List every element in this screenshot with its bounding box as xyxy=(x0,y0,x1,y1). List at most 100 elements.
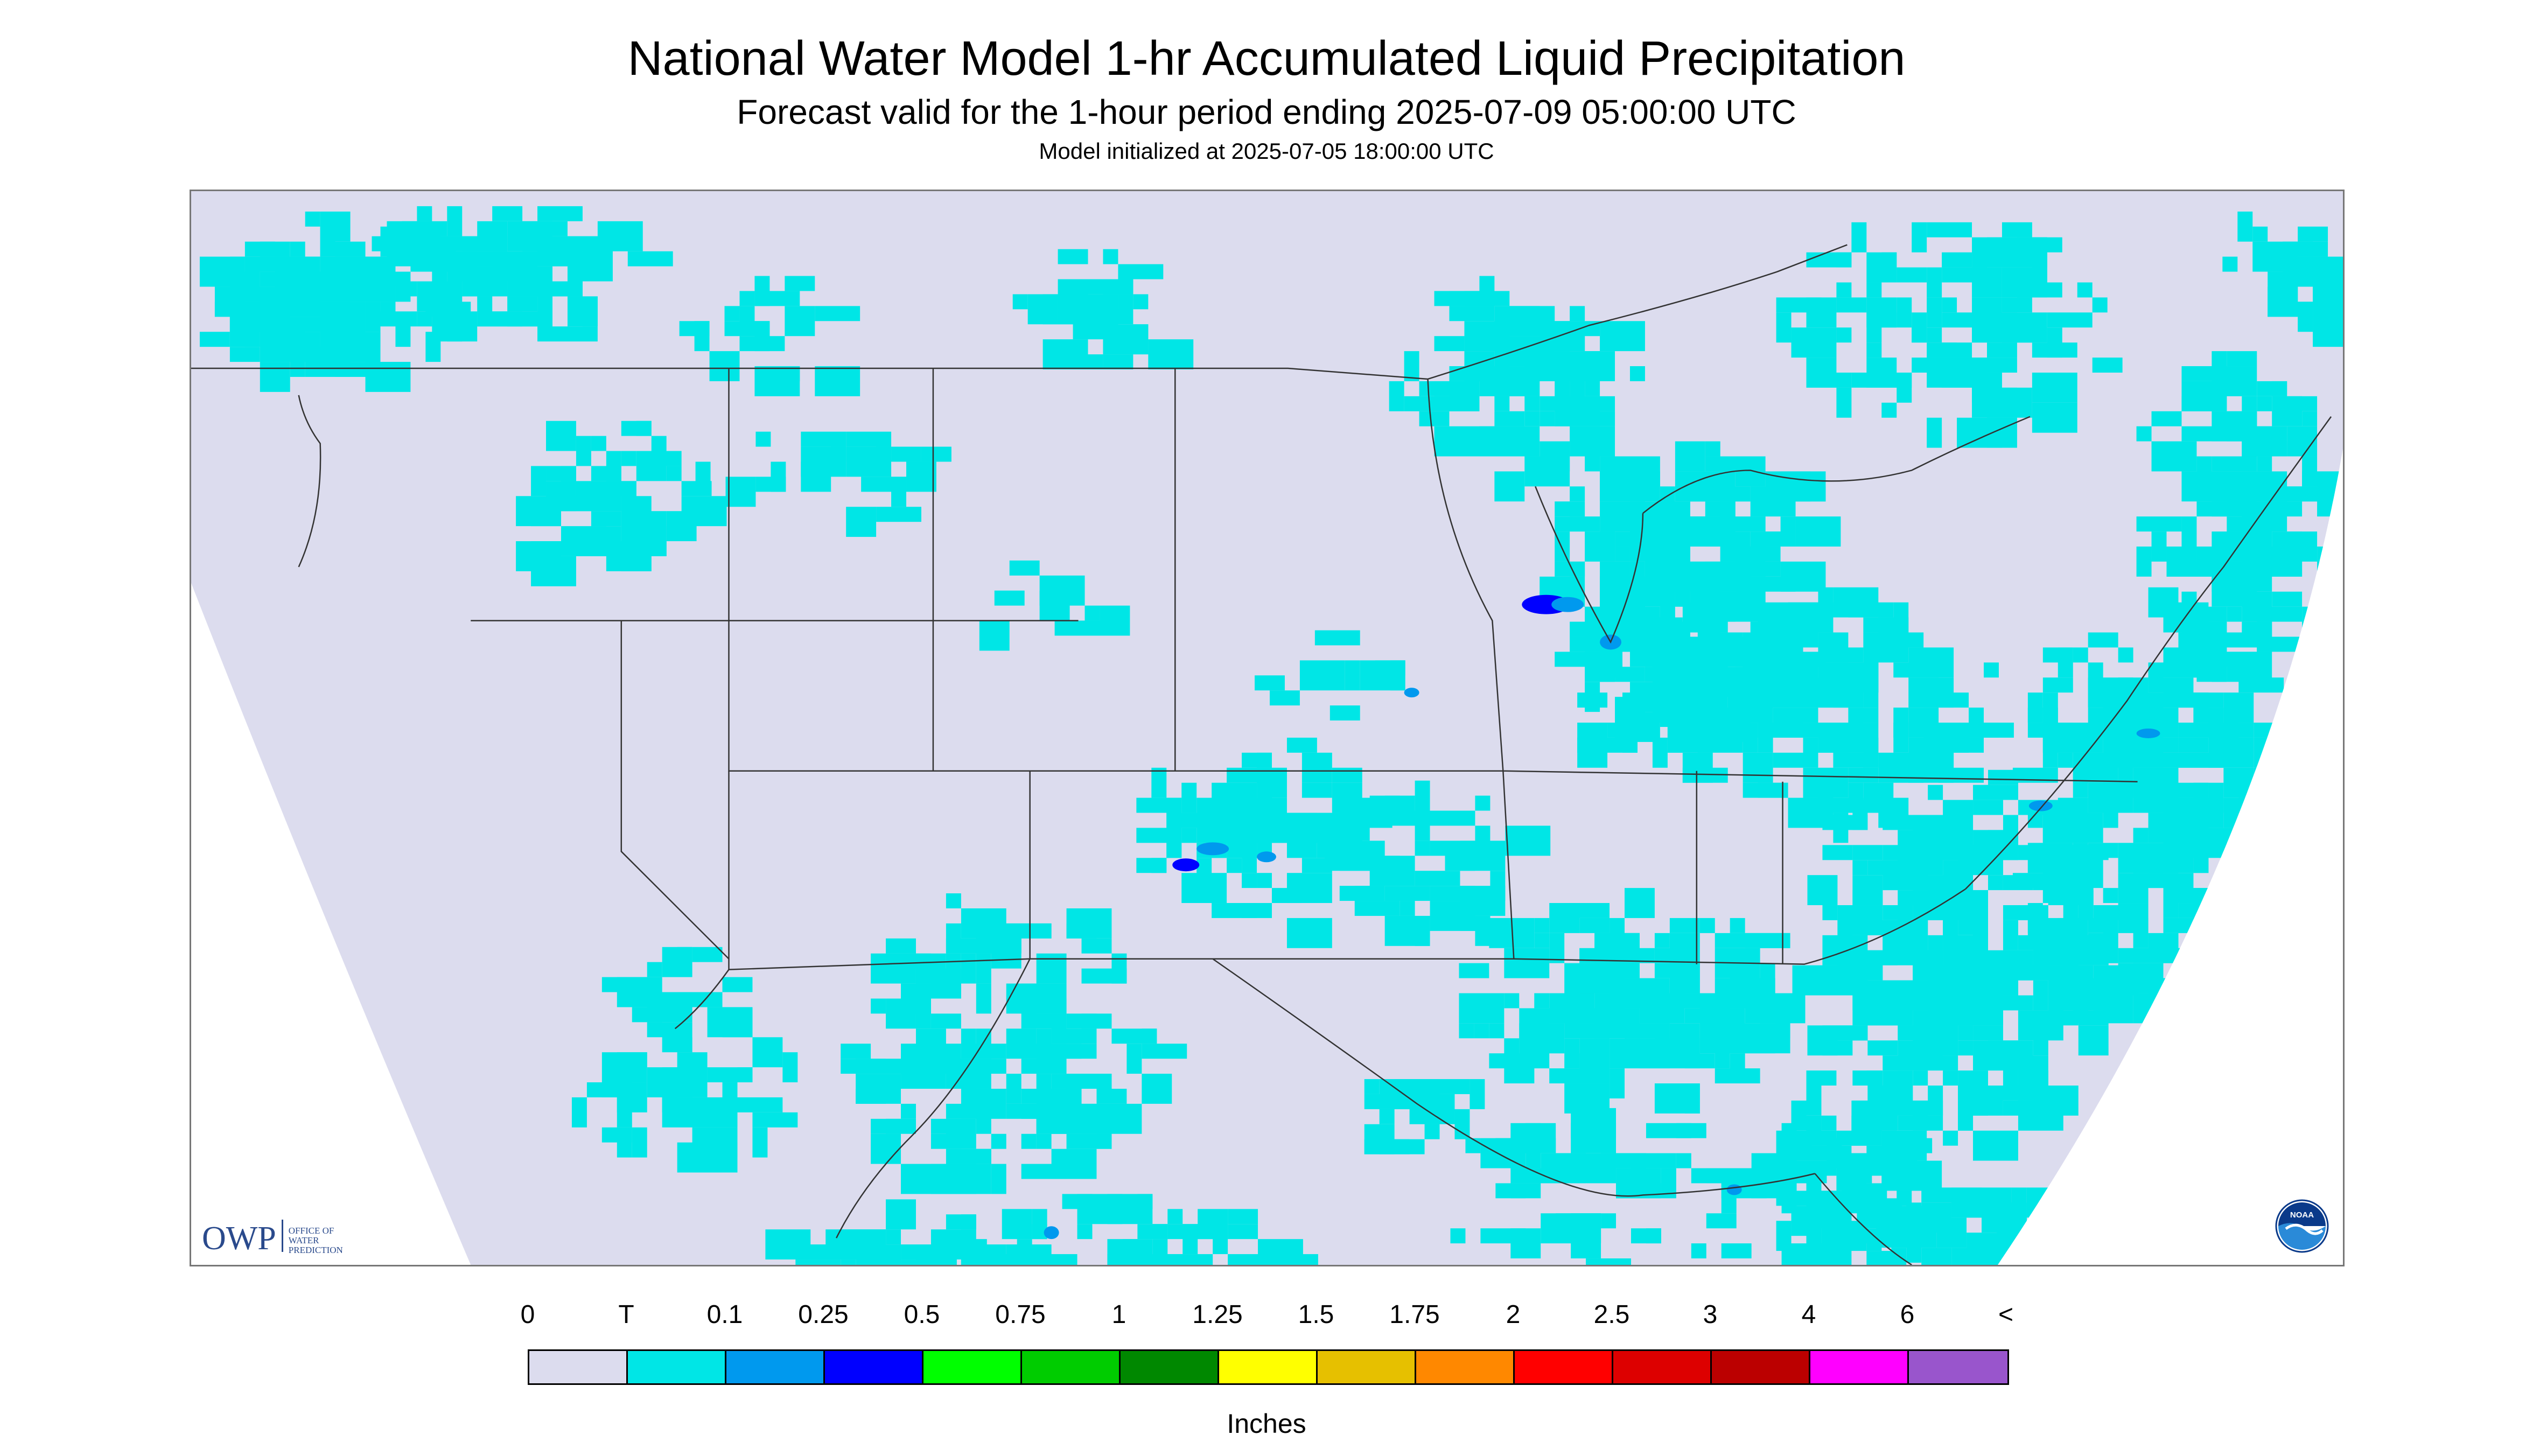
precip-cell xyxy=(1314,630,1360,646)
precip-cell xyxy=(1257,767,1287,798)
precip-cell xyxy=(1645,471,1660,502)
precip-cell xyxy=(1610,978,1625,993)
precip-cell xyxy=(1881,402,1897,418)
precip-cell xyxy=(1021,923,1052,939)
precip-cell xyxy=(2227,606,2242,622)
precip-cell xyxy=(1715,1038,1730,1069)
precip-cell xyxy=(1549,933,1565,963)
precip-cell xyxy=(1036,1133,1052,1149)
precip-cell xyxy=(1866,1251,1897,1265)
precip-cell xyxy=(1066,1044,1097,1059)
precip-cell xyxy=(722,1007,753,1038)
precip-cell xyxy=(2011,1233,2057,1263)
precip-cell xyxy=(906,461,936,492)
precip-cell xyxy=(1419,411,1450,426)
precip-cell xyxy=(2042,737,2058,768)
precip-cell xyxy=(1142,1028,1157,1044)
precip-cell xyxy=(1866,312,1882,343)
precip-cell xyxy=(1534,993,1550,1009)
precip-cell xyxy=(1750,516,1766,532)
precip-cell xyxy=(1540,411,1555,426)
map-title: National Water Model 1-hr Accumulated Li… xyxy=(627,32,1906,86)
precip-cell xyxy=(1002,1209,1032,1240)
precip-cell xyxy=(1152,1224,1168,1240)
precip-cell xyxy=(1897,1191,1912,1206)
precip-cell xyxy=(2003,950,2018,965)
precip-cell xyxy=(1228,1224,1258,1240)
precip-cell xyxy=(1100,605,1130,636)
precip-cell xyxy=(1118,264,1164,279)
precip-cell xyxy=(571,1097,587,1128)
precip-cell xyxy=(1600,486,1645,502)
precip-cell xyxy=(2056,1248,2087,1263)
precip-cell xyxy=(2222,256,2238,272)
precip-cell xyxy=(1780,516,1796,547)
legend-labels: 0 T 0.1 0.25 0.5 0.75 1 1.25 1.5 1.75 2 … xyxy=(0,1302,2533,1340)
precip-cell xyxy=(976,1149,991,1164)
legend-label: 0.5 xyxy=(904,1300,940,1329)
precip-cell xyxy=(1652,737,1668,768)
precip-cell xyxy=(946,1118,976,1149)
precip-cell xyxy=(636,556,652,571)
precip-cell xyxy=(991,1133,1006,1149)
precip-cell xyxy=(1600,321,1645,352)
precip-cell xyxy=(2026,1187,2072,1218)
precip-cell xyxy=(1881,1206,1927,1221)
precip-cell xyxy=(567,281,583,297)
precip-cell xyxy=(2073,918,2088,933)
precip-cell xyxy=(1667,737,1683,753)
precip-cell xyxy=(1986,358,2017,373)
precip-cell xyxy=(597,266,613,282)
legend-label: 4 xyxy=(1801,1300,1816,1329)
precip-cell xyxy=(651,451,682,466)
precip-cell xyxy=(946,1164,991,1194)
precip-cell xyxy=(1449,306,1495,321)
precip-cell xyxy=(1836,297,1867,313)
precip-cell xyxy=(2002,387,2032,418)
precip-cell xyxy=(2193,903,2224,933)
precip-cell xyxy=(1848,767,1879,783)
precip-cell xyxy=(1806,1145,1837,1161)
precip-cell xyxy=(1103,249,1118,264)
precip-cell xyxy=(2181,396,2227,411)
precip-cell xyxy=(2242,411,2257,426)
precip-cell xyxy=(1526,1123,1541,1138)
precip-cell xyxy=(199,332,230,347)
precip-cell xyxy=(1958,875,1974,906)
precip-cell xyxy=(2223,888,2269,918)
precip-cell xyxy=(1625,888,1655,918)
precip-cell xyxy=(2272,591,2303,607)
precip-cell xyxy=(1354,901,1400,916)
precip-cell xyxy=(1807,875,1838,906)
precip-cell xyxy=(1897,1160,1942,1191)
precip-cell xyxy=(1505,825,1551,856)
precip-cell xyxy=(771,461,786,492)
precip-cell xyxy=(1585,381,1600,396)
precip-cell xyxy=(1570,516,1585,532)
precip-cell xyxy=(1836,282,1852,298)
precip-cell xyxy=(1555,501,1585,517)
precip-cell xyxy=(1465,1138,1481,1153)
precip-cell xyxy=(1625,978,1640,1009)
boundary-line xyxy=(1212,958,1815,1197)
precip-cell xyxy=(2257,396,2272,411)
precip-cell xyxy=(1943,1055,1958,1071)
precip-cell xyxy=(1803,602,1818,633)
precip-cell xyxy=(350,286,381,302)
precip-cell xyxy=(2193,918,2239,933)
precip-cell xyxy=(1822,1040,1853,1056)
precip-cell xyxy=(477,236,508,251)
precip-cell xyxy=(1390,660,1405,691)
precip-cell xyxy=(1818,647,1864,663)
precip-cell xyxy=(432,266,447,282)
precip-cell xyxy=(1776,1160,1792,1176)
precip-cell xyxy=(335,271,351,302)
precip-cell xyxy=(1196,858,1212,888)
legend-swatch xyxy=(825,1351,923,1383)
precip-cell xyxy=(1430,841,1445,856)
precip-cell xyxy=(1958,1010,2003,1026)
precip-cell xyxy=(2223,767,2254,798)
owp-logo: OWP OFFICE OF WATER PREDICTION xyxy=(202,1220,343,1255)
precip-cell xyxy=(2133,828,2149,843)
precip-cell xyxy=(260,241,290,257)
